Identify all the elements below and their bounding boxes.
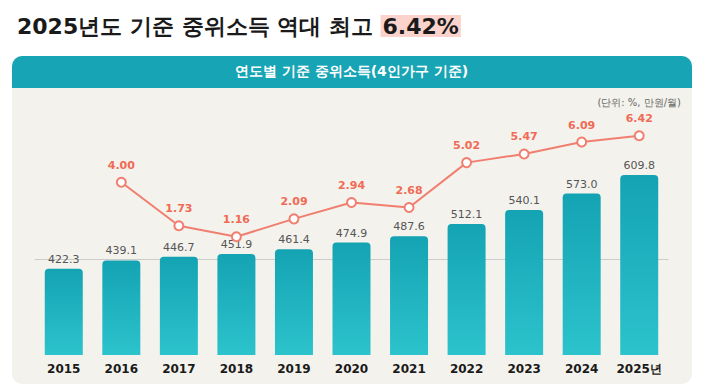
svg-text:2019: 2019 (277, 362, 310, 376)
svg-text:2016: 2016 (105, 362, 138, 376)
svg-text:446.7: 446.7 (163, 241, 195, 254)
svg-text:5.47: 5.47 (511, 130, 538, 143)
svg-text:2024: 2024 (565, 362, 598, 376)
svg-text:461.4: 461.4 (278, 233, 310, 246)
svg-text:573.0: 573.0 (566, 178, 598, 191)
svg-text:439.1: 439.1 (106, 244, 138, 257)
svg-text:609.8: 609.8 (623, 159, 655, 172)
svg-text:2023: 2023 (507, 362, 540, 376)
svg-text:5.02: 5.02 (453, 139, 480, 152)
svg-text:2025년: 2025년 (617, 362, 662, 376)
svg-text:2020: 2020 (335, 362, 368, 376)
svg-text:2015: 2015 (47, 362, 80, 376)
svg-text:2.94: 2.94 (338, 179, 365, 192)
svg-text:6.09: 6.09 (568, 119, 595, 132)
svg-text:540.1: 540.1 (508, 194, 540, 207)
svg-text:474.9: 474.9 (336, 227, 368, 240)
svg-text:4.00: 4.00 (108, 159, 135, 172)
svg-text:2025년도 기준 중위소득 역대 최고: 2025년도 기준 중위소득 역대 최고 (17, 14, 381, 39)
svg-text:1.16: 1.16 (223, 213, 250, 226)
svg-text:2017: 2017 (162, 362, 195, 376)
svg-text:(단위: %, 만원/월): (단위: %, 만원/월) (597, 97, 681, 108)
svg-text:2022: 2022 (450, 362, 483, 376)
svg-text:487.6: 487.6 (393, 220, 425, 233)
svg-text:6.42%: 6.42% (383, 14, 459, 39)
svg-text:1.73: 1.73 (165, 202, 192, 215)
svg-text:2018: 2018 (220, 362, 253, 376)
svg-text:2.09: 2.09 (280, 195, 307, 208)
svg-text:422.3: 422.3 (48, 253, 80, 266)
svg-text:451.9: 451.9 (220, 238, 253, 252)
svg-text:연도별 기준 중위소득(4인가구 기준): 연도별 기준 중위소득(4인가구 기준) (235, 63, 468, 79)
svg-text:2.68: 2.68 (395, 184, 422, 197)
svg-text:6.42: 6.42 (626, 112, 653, 125)
svg-text:512.1: 512.1 (451, 208, 483, 221)
svg-text:2021: 2021 (392, 362, 425, 376)
